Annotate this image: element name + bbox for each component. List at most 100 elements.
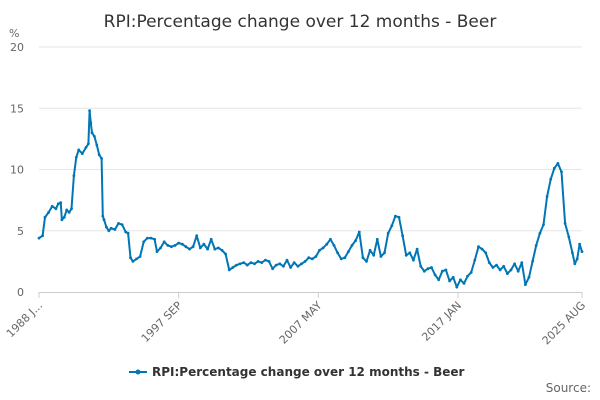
data-point[interactable]	[350, 244, 354, 247]
data-point[interactable]	[498, 268, 502, 272]
data-point[interactable]	[534, 244, 538, 247]
data-point[interactable]	[556, 162, 560, 165]
data-point[interactable]	[310, 257, 314, 261]
data-point[interactable]	[77, 148, 81, 152]
data-point[interactable]	[84, 146, 88, 149]
data-point[interactable]	[180, 242, 184, 246]
data-point[interactable]	[43, 215, 47, 219]
data-point[interactable]	[318, 248, 321, 252]
data-point[interactable]	[166, 244, 170, 247]
data-point[interactable]	[477, 245, 480, 249]
data-point[interactable]	[459, 278, 462, 282]
data-point[interactable]	[426, 267, 430, 271]
data-point[interactable]	[573, 262, 577, 266]
data-point[interactable]	[487, 261, 491, 264]
data-point[interactable]	[282, 264, 285, 268]
data-point[interactable]	[264, 258, 267, 262]
data-point[interactable]	[220, 248, 224, 252]
data-point[interactable]	[231, 266, 235, 269]
data-point[interactable]	[89, 121, 93, 125]
data-point[interactable]	[390, 224, 394, 228]
data-point[interactable]	[142, 240, 146, 244]
data-point[interactable]	[54, 207, 58, 211]
data-point[interactable]	[97, 153, 101, 157]
data-point[interactable]	[408, 251, 412, 255]
data-point[interactable]	[256, 260, 260, 263]
data-point[interactable]	[321, 246, 325, 250]
data-point[interactable]	[260, 261, 264, 264]
data-point[interactable]	[289, 266, 292, 269]
data-point[interactable]	[343, 256, 347, 260]
data-point[interactable]	[206, 247, 210, 251]
data-point[interactable]	[473, 258, 477, 262]
data-point[interactable]	[563, 222, 567, 225]
data-point[interactable]	[285, 258, 289, 262]
data-point[interactable]	[332, 244, 336, 247]
data-point[interactable]	[571, 251, 574, 255]
data-point[interactable]	[117, 222, 120, 225]
data-point[interactable]	[480, 247, 484, 251]
data-point[interactable]	[513, 262, 516, 266]
data-point[interactable]	[419, 264, 423, 268]
data-point[interactable]	[549, 177, 553, 181]
data-point[interactable]	[90, 131, 94, 135]
data-point[interactable]	[466, 274, 469, 278]
data-point[interactable]	[87, 142, 90, 146]
data-point[interactable]	[516, 269, 520, 273]
data-point[interactable]	[339, 257, 343, 261]
data-point[interactable]	[60, 218, 64, 222]
data-point[interactable]	[278, 262, 282, 266]
data-point[interactable]	[462, 282, 466, 285]
data-point[interactable]	[95, 143, 99, 147]
data-point[interactable]	[300, 262, 303, 266]
data-point[interactable]	[146, 236, 149, 240]
data-point[interactable]	[520, 261, 524, 264]
data-point[interactable]	[198, 246, 202, 250]
data-point[interactable]	[67, 211, 71, 214]
data-point[interactable]	[72, 174, 76, 178]
data-point[interactable]	[437, 278, 441, 282]
data-point[interactable]	[217, 246, 220, 250]
data-point[interactable]	[531, 260, 534, 263]
data-point[interactable]	[451, 275, 455, 279]
data-point[interactable]	[120, 223, 124, 227]
data-point[interactable]	[47, 211, 50, 214]
data-point[interactable]	[314, 255, 318, 258]
data-point[interactable]	[88, 109, 91, 113]
data-point[interactable]	[307, 256, 311, 260]
data-point[interactable]	[170, 245, 173, 249]
data-point[interactable]	[173, 244, 177, 247]
data-point[interactable]	[524, 283, 527, 286]
data-point[interactable]	[484, 251, 488, 255]
data-point[interactable]	[412, 258, 415, 262]
data-point[interactable]	[357, 230, 361, 234]
data-point[interactable]	[37, 236, 41, 240]
data-point[interactable]	[538, 231, 542, 235]
data-point[interactable]	[80, 152, 84, 156]
data-point[interactable]	[578, 242, 581, 246]
data-point[interactable]	[202, 242, 206, 246]
data-point[interactable]	[100, 157, 103, 160]
data-point[interactable]	[542, 223, 545, 227]
data-point[interactable]	[575, 257, 579, 261]
data-point[interactable]	[303, 260, 307, 263]
data-point[interactable]	[394, 214, 397, 218]
data-point[interactable]	[177, 241, 181, 245]
data-point[interactable]	[296, 264, 300, 268]
data-point[interactable]	[129, 256, 132, 260]
data-point[interactable]	[444, 268, 448, 272]
data-point[interactable]	[149, 236, 153, 240]
data-point[interactable]	[62, 215, 66, 219]
data-point[interactable]	[249, 261, 253, 264]
data-point[interactable]	[386, 231, 390, 235]
data-point[interactable]	[552, 166, 556, 170]
data-point[interactable]	[455, 285, 459, 289]
data-point[interactable]	[545, 195, 549, 198]
data-point[interactable]	[404, 253, 408, 257]
data-point[interactable]	[213, 247, 217, 251]
data-point[interactable]	[242, 261, 246, 264]
data-point[interactable]	[397, 215, 401, 219]
data-point[interactable]	[329, 237, 332, 241]
data-point[interactable]	[430, 266, 433, 269]
data-point[interactable]	[274, 263, 278, 267]
